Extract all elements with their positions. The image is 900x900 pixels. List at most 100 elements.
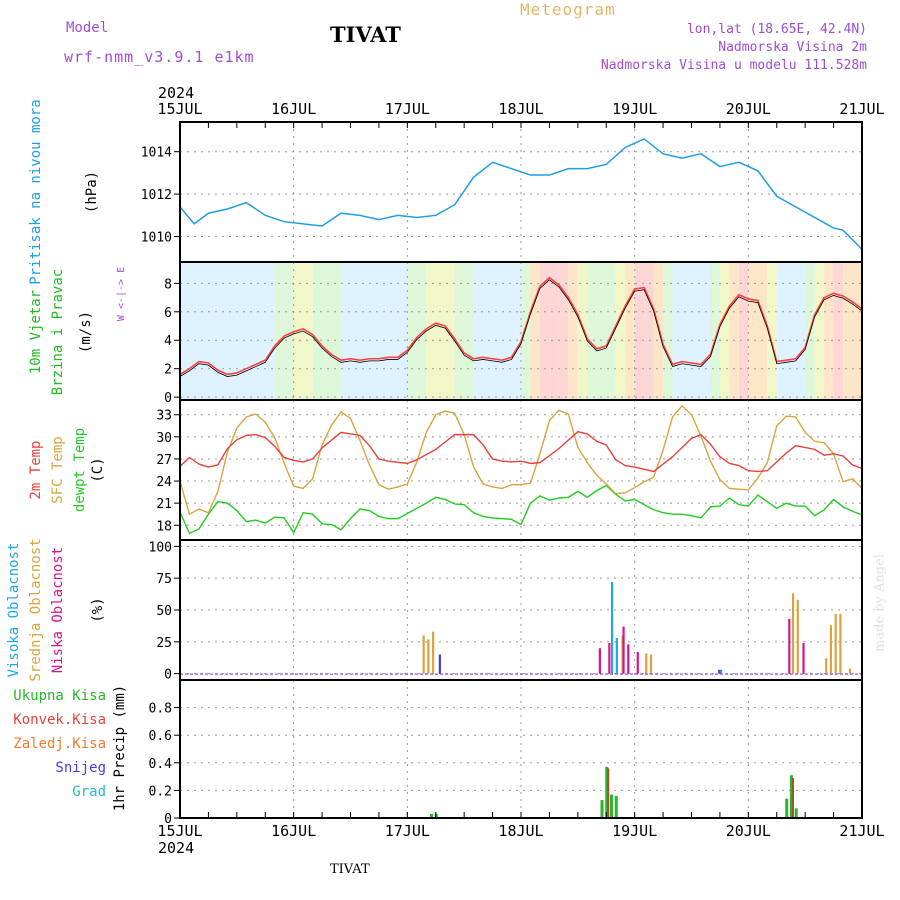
y-tick-label: 8 bbox=[164, 277, 172, 292]
cloud-mid-bar bbox=[422, 635, 425, 674]
y-tick-label: 2 bbox=[164, 363, 172, 378]
wind-band bbox=[284, 262, 294, 400]
wind-band bbox=[255, 262, 266, 400]
x-tick-label-bottom: 16JUL bbox=[271, 822, 316, 840]
wind-band bbox=[407, 262, 417, 400]
x-tick-label-top: 18JUL bbox=[498, 100, 543, 118]
dewpoint-line bbox=[179, 484, 863, 535]
precip-total-bar bbox=[605, 766, 609, 818]
wind-band bbox=[539, 262, 550, 400]
cloud-mid-bar bbox=[834, 613, 837, 674]
footer-station: TIVAT bbox=[330, 862, 370, 877]
info-model-elevation: Nadmorska Visina u modelu 111.528m bbox=[600, 58, 867, 73]
y-tick-label: 0 bbox=[164, 812, 172, 827]
cloud-other-bar bbox=[718, 669, 721, 674]
x-tick-label-top: 17JUL bbox=[385, 100, 430, 118]
y-tick-label: 0 bbox=[164, 668, 172, 683]
wind-band bbox=[719, 262, 730, 400]
wind-band bbox=[341, 262, 351, 400]
wind-band bbox=[663, 262, 673, 400]
temp-unit-label: (C) bbox=[90, 457, 106, 482]
grid bbox=[179, 122, 863, 819]
wind-band bbox=[596, 262, 607, 400]
cloud-other-bar bbox=[438, 654, 441, 674]
x-tick-label-top: 15JUL bbox=[157, 100, 202, 118]
cloud-mid-bar bbox=[825, 658, 828, 674]
wind-band bbox=[653, 262, 664, 400]
wind-band bbox=[369, 262, 379, 400]
wind-band bbox=[492, 262, 503, 400]
x-tick-label-bottom: 20JUL bbox=[726, 822, 771, 840]
wind-band bbox=[615, 262, 626, 400]
wind-band bbox=[549, 262, 559, 400]
cloud-low-bar bbox=[788, 618, 791, 674]
cloud-mid-axis-label: Srednja Oblacnost bbox=[28, 538, 44, 681]
wind-band bbox=[502, 262, 512, 400]
x-tick-label-bottom: 17JUL bbox=[385, 822, 430, 840]
precip-legend-item: Grad bbox=[72, 784, 106, 800]
x-tick-label-top: 19JUL bbox=[612, 100, 657, 118]
wind-band bbox=[312, 262, 323, 400]
wind-band bbox=[388, 262, 398, 400]
cloud-low-bar bbox=[802, 643, 805, 674]
cloud-high-axis-label: Visoka Oblacnost bbox=[6, 543, 22, 678]
wind-shading bbox=[180, 262, 862, 400]
cloud-mid-bar bbox=[649, 654, 653, 674]
y-tick-label: 30 bbox=[156, 431, 172, 446]
wind-band bbox=[435, 262, 446, 400]
x-tick-label-bottom: 19JUL bbox=[612, 822, 657, 840]
model-label: Model bbox=[66, 20, 109, 36]
x-tick-label-bottom: 18JUL bbox=[498, 822, 543, 840]
cloud-unit-label: (%) bbox=[90, 597, 106, 622]
info-lonlat: lon,lat (18.65E, 42.4N) bbox=[686, 22, 867, 37]
wind-band bbox=[483, 262, 493, 400]
wind-band bbox=[322, 262, 332, 400]
x-tick-label-bottom: 21JUL bbox=[839, 822, 884, 840]
cloud-mid-bar bbox=[432, 631, 435, 674]
cloud-high-bar bbox=[610, 582, 614, 674]
pressure-unit-label: (hPa) bbox=[84, 171, 100, 213]
y-tick-label: 0.6 bbox=[149, 729, 172, 744]
y-tick-label: 18 bbox=[156, 519, 172, 534]
station-title: TIVAT bbox=[330, 22, 401, 47]
wind-band bbox=[530, 262, 540, 400]
x-tick-label-top: 20JUL bbox=[726, 100, 771, 118]
y-tick-label: 75 bbox=[156, 572, 172, 587]
wind-band bbox=[198, 262, 209, 400]
wind-band bbox=[521, 262, 531, 400]
y-tick-label: 100 bbox=[149, 540, 172, 555]
y-tick-label: 1012 bbox=[141, 188, 172, 203]
wind-band bbox=[700, 262, 711, 400]
year-bottom: 2024 bbox=[158, 839, 194, 857]
precip-total-bar bbox=[794, 808, 798, 818]
year-top: 2024 bbox=[158, 84, 194, 102]
cloud-mid-bar bbox=[791, 593, 795, 674]
y-tick-label: 21 bbox=[156, 497, 172, 512]
wind-band bbox=[738, 262, 749, 400]
meteogram-label: Meteogram bbox=[520, 0, 616, 19]
temp2m-line bbox=[179, 430, 863, 479]
cloud-mid-bar bbox=[829, 625, 833, 674]
wind-direction-legend: W <-|-> E bbox=[116, 267, 127, 321]
wind-band bbox=[577, 262, 588, 400]
wind-band bbox=[246, 262, 256, 400]
wind-band bbox=[180, 262, 190, 400]
pressure-line bbox=[179, 138, 863, 254]
precip-legend-item: Snijeg bbox=[55, 760, 106, 776]
wind-band bbox=[587, 262, 597, 400]
cloud-low-bar bbox=[622, 626, 625, 674]
cloud-high-bar bbox=[615, 638, 618, 674]
wind-band bbox=[852, 262, 862, 400]
wind-band bbox=[710, 262, 720, 400]
x-tick-label-top: 21JUL bbox=[839, 100, 884, 118]
wind-band bbox=[691, 262, 701, 400]
wind-band bbox=[350, 262, 360, 400]
precip-axis-label: 1hr Precip (mm) bbox=[112, 685, 128, 811]
wind-band bbox=[454, 262, 465, 400]
info-elevation: Nadmorska Visina 2m bbox=[718, 40, 867, 55]
wind-band bbox=[378, 262, 389, 400]
cloud-low-bar bbox=[636, 652, 639, 674]
wind-band bbox=[426, 262, 436, 400]
y-tick-label: 24 bbox=[156, 475, 172, 490]
